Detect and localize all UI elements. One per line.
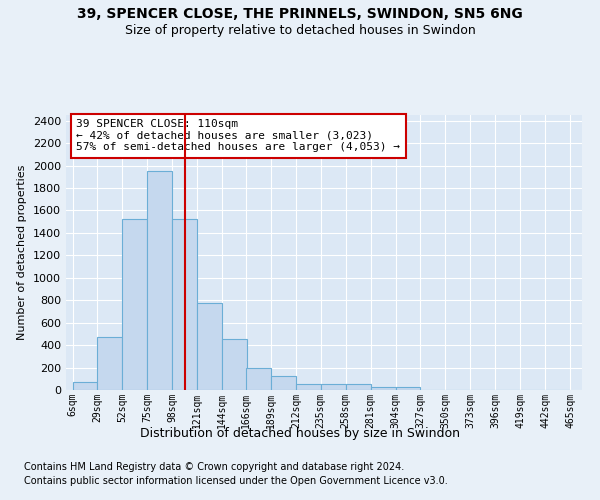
Bar <box>346 384 371 390</box>
Bar <box>73 382 97 390</box>
Text: 39, SPENCER CLOSE, THE PRINNELS, SWINDON, SN5 6NG: 39, SPENCER CLOSE, THE PRINNELS, SWINDON… <box>77 8 523 22</box>
Bar <box>321 384 346 390</box>
Bar <box>222 340 247 390</box>
Bar <box>148 171 172 390</box>
Bar <box>122 219 148 390</box>
Bar <box>395 387 421 390</box>
Text: Distribution of detached houses by size in Swindon: Distribution of detached houses by size … <box>140 428 460 440</box>
Y-axis label: Number of detached properties: Number of detached properties <box>17 165 28 340</box>
Text: Contains public sector information licensed under the Open Government Licence v3: Contains public sector information licen… <box>24 476 448 486</box>
Bar <box>271 376 296 390</box>
Bar <box>371 387 395 390</box>
Bar <box>172 219 197 390</box>
Text: Size of property relative to detached houses in Swindon: Size of property relative to detached ho… <box>125 24 475 37</box>
Bar <box>97 336 122 390</box>
Text: Contains HM Land Registry data © Crown copyright and database right 2024.: Contains HM Land Registry data © Crown c… <box>24 462 404 472</box>
Bar <box>197 303 222 390</box>
Bar <box>246 368 271 390</box>
Bar <box>296 384 321 390</box>
Text: 39 SPENCER CLOSE: 110sqm
← 42% of detached houses are smaller (3,023)
57% of sem: 39 SPENCER CLOSE: 110sqm ← 42% of detach… <box>76 119 400 152</box>
